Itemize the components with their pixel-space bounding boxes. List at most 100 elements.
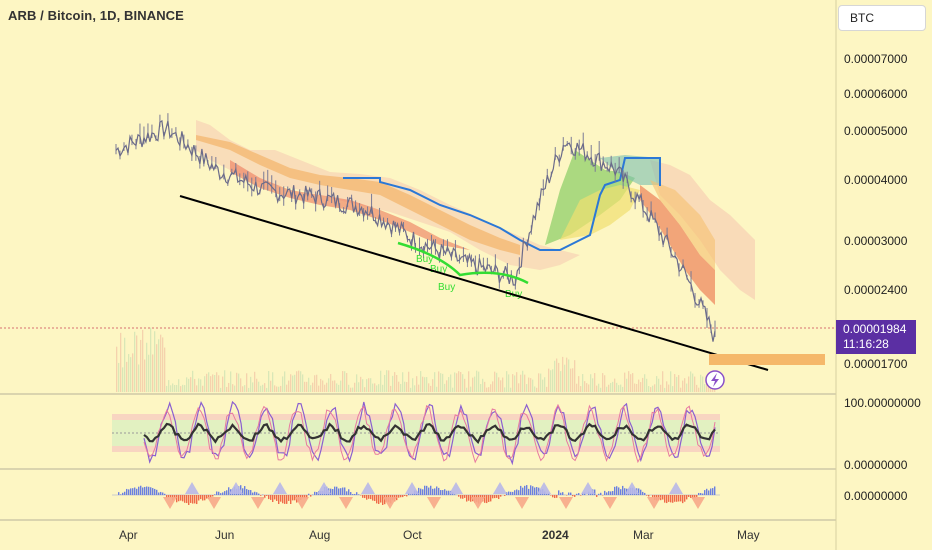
histogram-bar (128, 489, 130, 495)
volume-bar (506, 371, 508, 392)
histogram-bar (354, 493, 356, 495)
volume-bar (422, 376, 424, 392)
volume-bar (272, 372, 274, 392)
histogram-bar (316, 491, 318, 495)
volume-bar (198, 378, 200, 392)
histogram-bar (694, 495, 696, 499)
trendline (179, 195, 769, 371)
volume-bar (334, 380, 336, 392)
volume-bar (312, 382, 314, 392)
histogram-bar (220, 493, 222, 495)
histogram-bar (670, 495, 672, 503)
histogram-bar (358, 494, 360, 495)
volume-bar (466, 387, 468, 392)
volume-bar (130, 357, 132, 392)
volume-bar (514, 375, 516, 392)
histogram-bar (340, 488, 342, 495)
histogram-bar (176, 495, 178, 503)
histogram-bar (278, 495, 280, 504)
buy-label-1: Buy (416, 254, 433, 265)
volume-bar (640, 382, 642, 392)
histogram-bar (498, 495, 500, 500)
histogram-bar (160, 491, 162, 495)
volume-bar (282, 376, 284, 392)
ribbon-red (230, 160, 470, 250)
volume-bar (600, 387, 602, 392)
price-label: 0.00002400 (844, 283, 908, 297)
volume-bar (308, 377, 310, 392)
histogram-bar (380, 495, 382, 503)
volume-bar (376, 385, 378, 392)
histogram-bar (622, 485, 624, 495)
volume-bar (648, 386, 650, 392)
rsi-line (143, 422, 716, 444)
volume-bar (464, 378, 466, 392)
histogram-bar (552, 495, 554, 498)
histogram-bar (382, 495, 384, 505)
histogram-bar (640, 489, 642, 495)
histogram-bar (410, 494, 412, 495)
volume-bar (498, 377, 500, 392)
price-label: 0.00004000 (844, 173, 908, 187)
volume-bar (468, 371, 470, 392)
chart-title: ARB / Bitcoin, 1D, BINANCE (8, 8, 184, 23)
last-price-value: 0.00001984 (843, 322, 907, 336)
histogram-bar (610, 491, 612, 495)
histogram-bar (600, 492, 602, 495)
volume-bar (218, 375, 220, 392)
volume-bar (234, 385, 236, 392)
histogram-bar (546, 493, 548, 495)
volume-bar (224, 370, 226, 392)
histogram-bar (488, 495, 490, 502)
time-label: Oct (403, 528, 422, 542)
histogram-bar (442, 490, 444, 495)
volume-bar (220, 387, 222, 392)
volume-bars (116, 327, 716, 392)
volume-bar (538, 373, 540, 392)
lightning-icon[interactable] (705, 370, 725, 390)
histogram-bar (412, 493, 414, 495)
histogram-bar (680, 495, 682, 502)
histogram-bar (216, 491, 218, 495)
volume-bar (178, 379, 180, 392)
histogram-bar (356, 492, 358, 495)
volume-bar (554, 360, 556, 392)
histogram-bar (524, 485, 526, 495)
volume-bar (654, 384, 656, 392)
volume-bar (680, 387, 682, 392)
volume-bar (540, 373, 542, 392)
volume-bar (664, 387, 666, 392)
volume-bar (230, 371, 232, 392)
volume-bar (298, 370, 300, 392)
volume-bar (186, 377, 188, 392)
price-label: 0.00007000 (844, 52, 908, 66)
scale-currency-button[interactable]: BTC (838, 5, 926, 31)
volume-bar (252, 382, 254, 392)
histogram-bar (250, 490, 252, 495)
marker-down (207, 497, 221, 509)
oscillator-label: 100.00000000 (844, 396, 921, 410)
volume-bar (382, 384, 384, 392)
histogram-bar (284, 495, 286, 504)
histogram-bar (668, 495, 670, 502)
histogram-bar (558, 490, 560, 495)
volume-bar (116, 346, 118, 392)
volume-bar (520, 374, 522, 392)
histogram-bar (266, 495, 268, 496)
volume-bar (656, 376, 658, 392)
histogram-bar (206, 495, 208, 499)
histogram-bar (336, 486, 338, 495)
volume-bar (658, 378, 660, 392)
volume-bar (706, 383, 708, 392)
histogram-bar (534, 487, 536, 495)
volume-bar (202, 385, 204, 392)
volume-bar (158, 339, 160, 392)
volume-bar (508, 374, 510, 392)
histogram-bar (664, 495, 666, 503)
histogram-bar (500, 495, 502, 497)
histogram-bar (130, 488, 132, 495)
volume-bar (570, 368, 572, 392)
histogram-bar (224, 491, 226, 495)
histogram-bar (138, 486, 140, 495)
